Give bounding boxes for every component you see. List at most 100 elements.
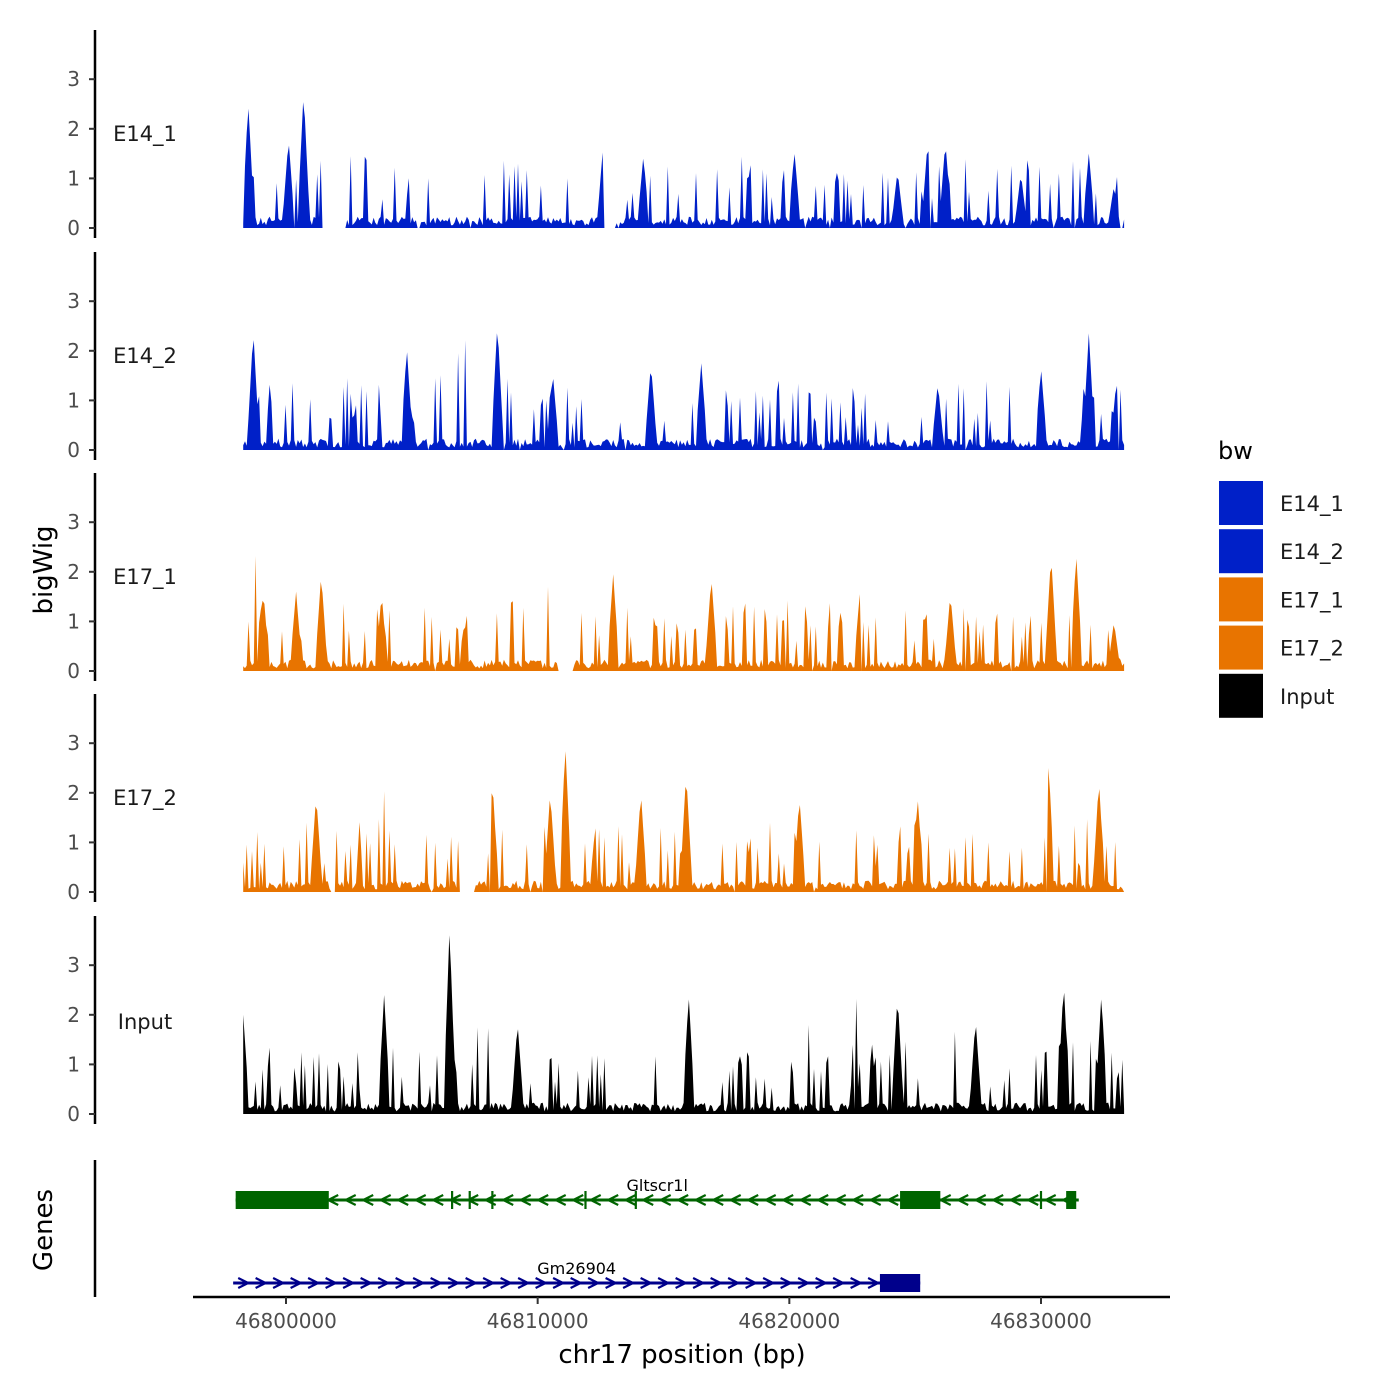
strand-arrow	[430, 1194, 444, 1206]
track-label-E14_1: E14_1	[113, 122, 177, 147]
track-y-tick-label: 1	[67, 830, 80, 854]
strand-arrow	[1043, 1194, 1057, 1206]
strand-arrow	[850, 1194, 864, 1206]
genes-axis-title: Genes	[29, 1189, 59, 1271]
x-tick-label: 46810000	[487, 1309, 589, 1333]
strand-arrow	[535, 1194, 549, 1206]
strand-arrow	[815, 1277, 829, 1289]
strand-arrow	[1025, 1194, 1039, 1206]
legend-label: E17_2	[1280, 637, 1344, 662]
strand-arrow	[797, 1277, 811, 1289]
strand-arrow	[745, 1277, 759, 1289]
strand-arrow	[500, 1277, 514, 1289]
strand-arrow	[815, 1194, 829, 1206]
track-y-tick-label: 3	[67, 731, 80, 755]
x-tick-label: 46830000	[990, 1309, 1092, 1333]
gene-label-Gm26904: Gm26904	[537, 1259, 616, 1278]
strand-arrow	[570, 1277, 584, 1289]
gene-Gltscr1l: Gltscr1l	[235, 1176, 1079, 1209]
legend-entry-E14_2: E14_2	[1217, 527, 1344, 576]
track-E14_1: 0 1 2 3 E14_1	[67, 30, 1125, 240]
track-y-tick-label: 2	[67, 339, 80, 363]
track-y-tick-label: 1	[67, 388, 80, 412]
track-E17_2: 0 1 2 3 E17_2	[67, 694, 1125, 904]
track-y-tick-label: 2	[67, 1003, 80, 1027]
strand-arrow	[605, 1194, 619, 1206]
genes-panel: Gltscr1l Gm26904	[93, 1160, 1079, 1297]
legend-swatch	[1217, 479, 1265, 527]
strand-arrow	[885, 1194, 899, 1206]
strand-arrow	[710, 1277, 724, 1289]
strand-arrow	[465, 1194, 479, 1206]
track-y-tick-label: 2	[67, 560, 80, 584]
x-tick-label: 46820000	[738, 1309, 840, 1333]
strand-arrow	[377, 1277, 391, 1289]
legend-swatch	[1217, 575, 1265, 624]
legend-entry-Input: Input	[1217, 671, 1334, 720]
strand-arrow	[955, 1194, 969, 1206]
track-y-tick-label: 3	[67, 289, 80, 313]
strand-arrow	[570, 1194, 584, 1206]
track-y-tick-label: 3	[67, 67, 80, 91]
strand-arrow	[412, 1277, 426, 1289]
legend-title: bw	[1218, 437, 1253, 465]
x-axis: 46800000 46810000 46820000 46830000	[193, 1295, 1170, 1333]
legend-swatch	[1217, 527, 1265, 576]
coverage-area-E17_2	[243, 751, 1125, 892]
x-axis-title: chr17 position (bp)	[558, 1340, 805, 1370]
strand-arrow	[413, 1194, 427, 1206]
track-y-tick-label: 2	[67, 781, 80, 805]
track-y-tick-label: 0	[67, 438, 80, 462]
legend-swatch	[1217, 671, 1265, 720]
strand-arrow	[395, 1194, 409, 1206]
strand-arrow	[780, 1194, 794, 1206]
legend-label: E14_1	[1280, 492, 1344, 517]
track-y-tick-label: 3	[67, 510, 80, 534]
strand-arrow	[237, 1277, 251, 1289]
track-y-tick-label: 0	[67, 659, 80, 683]
strand-arrow	[990, 1194, 1004, 1206]
strand-arrow	[360, 1194, 374, 1206]
strand-arrow	[500, 1194, 514, 1206]
legend-entries: E14_1 E14_2 E17_1 E17_2 Input	[1217, 479, 1344, 720]
strand-arrow	[780, 1277, 794, 1289]
gene-Gm26904: Gm26904	[233, 1259, 921, 1292]
strand-arrow	[395, 1277, 409, 1289]
legend-entry-E17_1: E17_1	[1217, 575, 1344, 624]
strand-arrow	[727, 1277, 741, 1289]
strand-arrow	[692, 1277, 706, 1289]
strand-arrow	[938, 1194, 952, 1206]
coverage-area-E14_2	[243, 333, 1125, 450]
strand-arrow	[307, 1277, 321, 1289]
strand-arrow	[448, 1194, 462, 1206]
strand-arrow	[482, 1277, 496, 1289]
track-label-E14_2: E14_2	[113, 344, 177, 369]
gene-exon	[879, 1274, 921, 1292]
strand-arrow	[745, 1194, 759, 1206]
strand-arrow	[675, 1277, 689, 1289]
coverage-area-E14_1	[243, 102, 1125, 228]
legend: bw E14_1 E14_2 E17_1 E17_2 Input	[1217, 437, 1344, 720]
strand-arrow	[675, 1194, 689, 1206]
x-tick-label: 46800000	[235, 1309, 337, 1333]
y-axis-title: bigWig	[29, 525, 59, 614]
gene-exon	[900, 1191, 941, 1209]
track-label-E17_1: E17_1	[113, 565, 177, 590]
strand-arrow	[622, 1277, 636, 1289]
strand-arrow	[762, 1277, 776, 1289]
strand-arrow	[693, 1194, 707, 1206]
track-y-tick-label: 3	[67, 953, 80, 977]
strand-arrow	[290, 1277, 304, 1289]
strand-arrow	[325, 1277, 339, 1289]
strand-arrow	[763, 1194, 777, 1206]
strand-arrow	[973, 1194, 987, 1206]
strand-arrow	[465, 1277, 479, 1289]
strand-arrow	[710, 1194, 724, 1206]
legend-label: E14_2	[1280, 540, 1344, 565]
strand-arrow	[1008, 1194, 1022, 1206]
legend-entry-E17_2: E17_2	[1217, 623, 1344, 672]
gene-exon	[235, 1191, 329, 1209]
strand-arrow	[587, 1277, 601, 1289]
coverage-area-E17_1	[243, 556, 1125, 671]
coverage-tracks: 0 1 2 3 E14_1 0 1 2 3 E14_2 0 1 2 3 E17_1 0 1 2 3 E17_2 0 1 2 3…	[67, 30, 1125, 1126]
